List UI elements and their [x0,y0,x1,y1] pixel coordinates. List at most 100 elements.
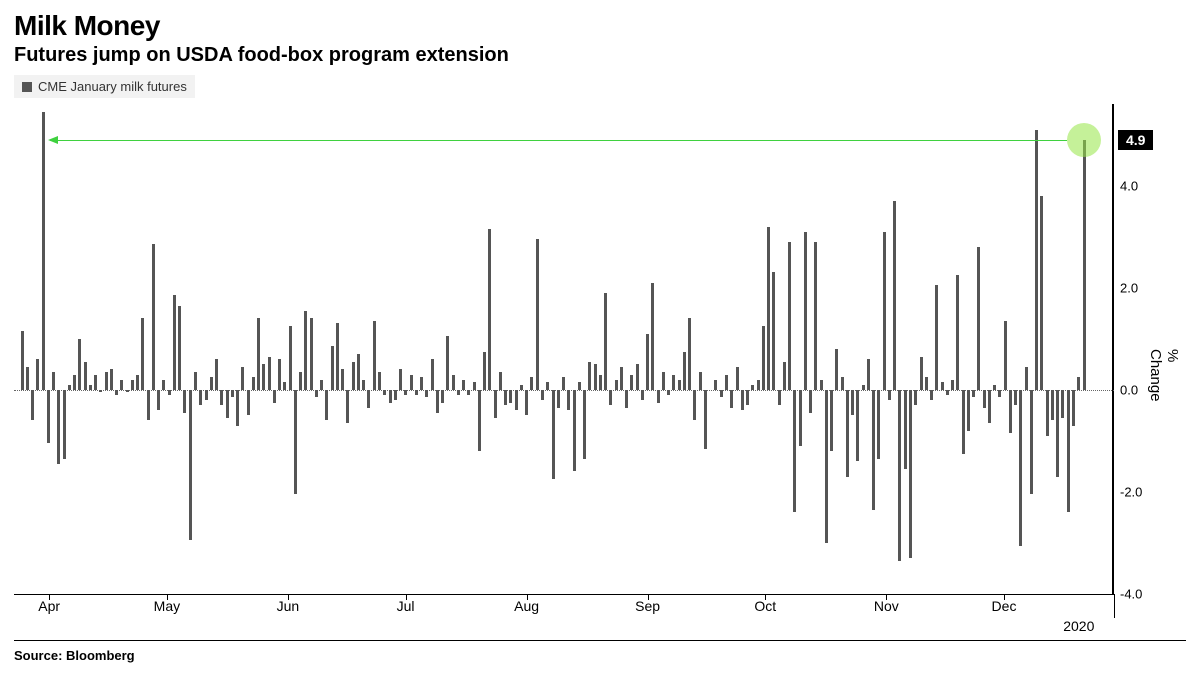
bar [757,380,760,390]
bar [47,390,50,444]
bar [783,362,786,390]
zero-gridline [14,390,1114,391]
bar [289,326,292,390]
bar [515,390,518,410]
bar [231,390,234,398]
bar [410,375,413,390]
bar [399,369,402,389]
bar [310,318,313,389]
bar [956,275,959,390]
bar [131,380,134,390]
bar [21,331,24,390]
bar [373,321,376,390]
bar [804,232,807,390]
bar [247,390,250,416]
bar [157,390,160,410]
bar [257,318,260,389]
bar [741,390,744,410]
bar [1040,196,1043,390]
bar [110,369,113,389]
bar [52,372,55,390]
bar [194,372,197,390]
bar [189,390,192,541]
y-tick-label: -2.0 [1120,484,1142,499]
legend: CME January milk futures [14,75,195,98]
x-tick-label: Aug [514,598,539,614]
bar [352,362,355,390]
bar [357,354,360,390]
bar [636,364,639,390]
bar [925,377,928,390]
bar [536,239,539,390]
bar [315,390,318,398]
bar [394,390,397,400]
bar [893,201,896,390]
bar [846,390,849,477]
bar [42,112,45,390]
bar [520,385,523,390]
bar [488,229,491,390]
bar [404,390,407,395]
bar [94,375,97,390]
bar [541,390,544,400]
bar [767,227,770,390]
bar [1046,390,1049,436]
bar [283,382,286,390]
y-tick-label: -4.0 [1120,587,1142,602]
bar [152,244,155,389]
bar [525,390,528,416]
bar [294,390,297,495]
bar [89,385,92,390]
bar [1025,367,1028,390]
bar [625,390,628,408]
bar [1056,390,1059,477]
bar [346,390,349,423]
bar [268,357,271,390]
bar [252,377,255,390]
bar [1061,390,1064,418]
bar [509,390,512,403]
bar [693,390,696,421]
bar [820,380,823,390]
bar [557,390,560,408]
chart-container: Milk Money Futures jump on USDA food-box… [0,0,1200,675]
bar [646,334,649,390]
bar [609,390,612,405]
bar [562,377,565,390]
y-tick-label: 0.0 [1120,382,1138,397]
highlight-circle [1067,123,1101,157]
bar [688,318,691,389]
bar [730,390,733,408]
bar [751,385,754,390]
bar [26,367,29,390]
bar [1072,390,1075,426]
x-tick-label: Nov [874,598,899,614]
y-axis-label-right: % Change [1147,349,1181,402]
bar [799,390,802,446]
bar [367,390,370,408]
bar [772,272,775,389]
x-tick-label: Jul [397,598,415,614]
bar [99,390,102,393]
bar [173,295,176,389]
bar [210,377,213,390]
bar [78,339,81,390]
bar [841,377,844,390]
bar [331,346,334,389]
bar [630,375,633,390]
bar [378,372,381,390]
annotation-arrow-line [50,140,1066,141]
legend-label: CME January milk futures [38,79,187,94]
bar [914,390,917,405]
bar [199,390,202,405]
bar [483,352,486,390]
bar [935,285,938,390]
bar [383,390,386,395]
x-tick-label: May [154,598,180,614]
bar [141,318,144,389]
bar [856,390,859,461]
bar [1030,390,1033,495]
bar [362,380,365,390]
bar [530,377,533,390]
bar [299,372,302,390]
